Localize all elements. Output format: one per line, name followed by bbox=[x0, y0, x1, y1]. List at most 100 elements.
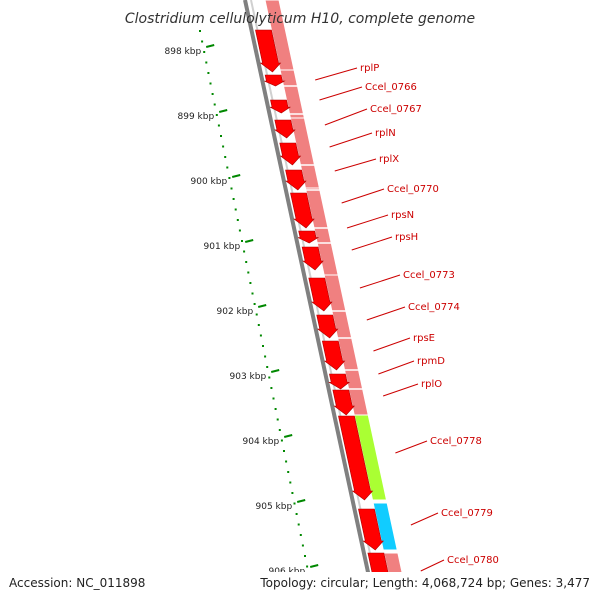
gene-leader-line bbox=[359, 274, 401, 289]
ruler-dot bbox=[249, 282, 252, 284]
ruler-dot bbox=[226, 166, 229, 169]
ruler-dot bbox=[209, 82, 212, 85]
ruler-label: 900 kbp bbox=[191, 177, 228, 187]
gene-label: Ccel_0767 bbox=[370, 104, 422, 115]
backbone-line-outer bbox=[243, 0, 376, 600]
gene-label: Ccel_0774 bbox=[408, 302, 460, 313]
ruler-dot bbox=[224, 156, 227, 158]
ruler-dot bbox=[293, 502, 296, 505]
gene-label: Ccel_0779 bbox=[441, 508, 493, 519]
ruler-dot bbox=[201, 40, 204, 43]
ruler-dot bbox=[230, 187, 233, 190]
gene-labels: rplP Ccel_0766 Ccel_0767 rplN rplX Ccel_0770r… bbox=[315, 63, 499, 572]
ruler-dot bbox=[220, 135, 222, 137]
ruler-tick bbox=[218, 109, 228, 113]
cds-arrow bbox=[279, 142, 302, 166]
ruler-dot bbox=[278, 429, 281, 431]
ruler-dot bbox=[232, 198, 235, 200]
gene-label: Ccel_0766 bbox=[365, 82, 417, 93]
ruler-tick bbox=[283, 434, 293, 438]
ruler-dot bbox=[276, 418, 279, 421]
ruler-tick bbox=[309, 564, 319, 568]
ruler-dot bbox=[287, 471, 290, 473]
gene-label: Ccel_0773 bbox=[403, 270, 455, 281]
gene-leader-line bbox=[382, 383, 419, 397]
gene-leader-line bbox=[315, 67, 358, 81]
ruler-dot bbox=[228, 177, 231, 179]
gene-leader-line bbox=[378, 360, 415, 375]
ruler-dot bbox=[266, 366, 269, 368]
ruler-dot bbox=[291, 492, 294, 494]
ruler-dot bbox=[213, 103, 216, 106]
ruler-dot bbox=[241, 240, 243, 242]
gene-leader-line bbox=[329, 132, 373, 148]
cds-arrow bbox=[332, 389, 355, 416]
ruler-dot bbox=[215, 114, 218, 116]
accession-text: Accession: NC_011898 bbox=[9, 576, 145, 590]
ruler-tick bbox=[244, 239, 254, 243]
ruler-label: 904 kbp bbox=[243, 437, 280, 447]
ruler-dot bbox=[222, 145, 225, 148]
ruler-dot bbox=[205, 61, 208, 64]
ruler-label: 899 kbp bbox=[178, 112, 215, 122]
cds-arrow bbox=[328, 373, 351, 390]
ruler-tick bbox=[205, 44, 215, 48]
gene-leader-line bbox=[324, 108, 368, 126]
cds-arrow bbox=[358, 508, 384, 551]
footer-background bbox=[0, 572, 600, 600]
ruler-dot bbox=[243, 250, 246, 253]
ruler-label: 898 kbp bbox=[165, 47, 202, 57]
gene-label: Ccel_0778 bbox=[430, 436, 482, 447]
gene-leader-line bbox=[420, 559, 445, 572]
ruler-dot bbox=[234, 208, 237, 211]
gene-label: rpsH bbox=[395, 232, 418, 243]
cds-arrow bbox=[269, 99, 292, 114]
cds-arrow bbox=[338, 415, 374, 501]
ruler-label: 902 kbp bbox=[217, 307, 254, 317]
ruler-label: 901 kbp bbox=[204, 242, 241, 252]
ruler-dot bbox=[304, 555, 306, 557]
gene-leader-line bbox=[373, 337, 411, 352]
gene-leader-line bbox=[366, 306, 406, 321]
ruler-dot bbox=[247, 271, 250, 274]
ruler-dot bbox=[238, 229, 241, 232]
ruler-dot bbox=[236, 219, 239, 221]
ruler-dot bbox=[255, 313, 258, 316]
cds-arrow bbox=[285, 169, 307, 191]
gene-label: Ccel_0770 bbox=[387, 184, 439, 195]
ruler-dot bbox=[217, 124, 220, 127]
ruler-dot bbox=[264, 355, 267, 358]
ruler-dot bbox=[297, 523, 300, 526]
cds-arrow bbox=[273, 119, 296, 139]
gene-label: rpsN bbox=[391, 210, 414, 221]
ruler-dot bbox=[283, 450, 285, 452]
gene-label: Ccel_0780 bbox=[447, 555, 499, 566]
ruler-dot bbox=[274, 408, 277, 410]
ruler-dot bbox=[270, 387, 273, 389]
ruler-dot bbox=[211, 93, 214, 95]
ruler-dot bbox=[203, 51, 206, 53]
cds-arrow bbox=[308, 277, 333, 312]
ruler-dot bbox=[301, 544, 304, 547]
gene-label: rplO bbox=[421, 379, 442, 390]
ruler-dot bbox=[253, 303, 256, 305]
gene-leader-line bbox=[351, 236, 393, 251]
ruler-tick bbox=[231, 174, 241, 178]
ruler-dot bbox=[268, 376, 271, 379]
ruler-tick bbox=[257, 304, 267, 308]
gene-label: rpmD bbox=[417, 356, 445, 367]
gene-label: rpsE bbox=[413, 333, 435, 344]
cds-arrow bbox=[264, 74, 286, 87]
ruler-dot bbox=[257, 324, 260, 326]
ruler-dot bbox=[289, 481, 292, 484]
ruler-dot bbox=[295, 513, 298, 515]
ruler-dot bbox=[280, 439, 283, 442]
gene-leader-line bbox=[410, 512, 439, 526]
ruler-dot bbox=[285, 460, 288, 463]
gene-leader-line bbox=[319, 86, 363, 101]
ruler-dot bbox=[299, 534, 302, 536]
gene-leader-line bbox=[395, 440, 428, 454]
ruler-dot bbox=[207, 72, 210, 74]
cds-arrow bbox=[297, 230, 320, 244]
